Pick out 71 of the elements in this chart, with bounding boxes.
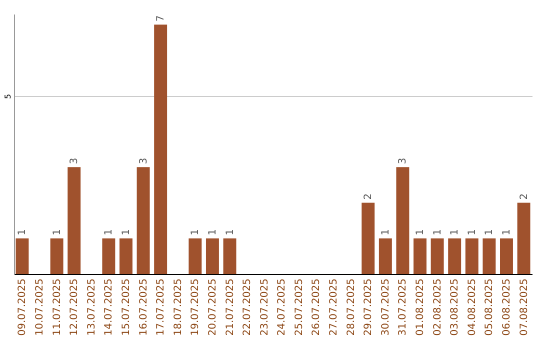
data-label: 1 <box>501 229 512 236</box>
x-tick-label: 10.07.2025 <box>34 278 46 336</box>
bar <box>206 238 219 274</box>
bar <box>136 167 150 274</box>
bar <box>517 202 530 274</box>
bar <box>465 238 478 274</box>
x-tick-label: 12.07.2025 <box>69 278 80 336</box>
data-label: 1 <box>450 229 461 236</box>
data-label: 1 <box>432 229 444 236</box>
bar <box>414 238 426 274</box>
x-tick-label: 13.07.2025 <box>86 278 98 336</box>
bar <box>448 238 462 274</box>
data-label: 3 <box>398 158 409 164</box>
data-label: 1 <box>224 229 236 236</box>
data-label: 2 <box>518 193 530 200</box>
x-tick-label: 18.07.2025 <box>172 278 184 336</box>
x-tick-label: 01.08.2025 <box>415 278 426 336</box>
data-label: 2 <box>363 193 374 200</box>
bar <box>223 238 236 274</box>
data-label: 7 <box>156 15 167 22</box>
bar <box>50 238 64 274</box>
x-tick-label: 20.07.2025 <box>207 278 218 336</box>
x-tick-label: 28.07.2025 <box>346 278 357 336</box>
data-label: 1 <box>190 229 202 236</box>
data-label: 3 <box>69 158 80 164</box>
x-tick-label: 14.07.2025 <box>104 278 115 336</box>
x-tick-label: 25.07.2025 <box>294 278 305 336</box>
bar <box>16 238 29 274</box>
x-tick-label: 31.07.2025 <box>398 278 409 336</box>
x-tick-label: 30.07.2025 <box>380 278 392 336</box>
data-label: 1 <box>484 229 496 236</box>
bar <box>68 167 81 274</box>
data-label: 3 <box>138 158 150 164</box>
bar <box>430 238 444 274</box>
bar <box>396 167 410 274</box>
x-tick-label: 27.07.2025 <box>328 278 340 336</box>
y-tick-label: 5 <box>4 94 12 99</box>
data-label: 1 <box>415 229 426 236</box>
x-tick-label: 11.07.2025 <box>52 278 63 336</box>
x-tick-label: 29.07.2025 <box>363 278 374 336</box>
data-label: 1 <box>120 229 132 236</box>
x-tick-label: 15.07.2025 <box>120 278 132 336</box>
x-tick-label: 05.08.2025 <box>484 278 496 336</box>
bar <box>154 24 168 274</box>
bar <box>120 238 132 274</box>
data-label: 1 <box>17 229 28 236</box>
x-tick-label: 03.08.2025 <box>450 278 461 336</box>
bar <box>500 238 513 274</box>
data-label: 1 <box>380 229 392 236</box>
x-tick-label: 02.08.2025 <box>432 278 444 336</box>
bar <box>188 238 202 274</box>
x-tick-label: 21.07.2025 <box>224 278 236 336</box>
bar <box>378 238 392 274</box>
x-tick-label: 16.07.2025 <box>138 278 150 336</box>
x-tick-label: 07.08.2025 <box>518 278 530 336</box>
bar <box>102 238 116 274</box>
x-tick-label: 09.07.2025 <box>17 278 28 336</box>
x-tick-label: 26.07.2025 <box>311 278 322 336</box>
data-label: 1 <box>52 229 63 236</box>
bar <box>362 202 375 274</box>
x-tick-label: 24.07.2025 <box>276 278 288 336</box>
x-tick-label: 06.08.2025 <box>501 278 512 336</box>
data-label: 1 <box>104 229 115 236</box>
x-tick-label: 04.08.2025 <box>466 278 478 336</box>
x-tick-label: 23.07.2025 <box>259 278 270 336</box>
data-label: 1 <box>207 229 218 236</box>
x-tick-label: 17.07.2025 <box>156 278 167 336</box>
data-label: 1 <box>466 229 478 236</box>
x-tick-label: 19.07.2025 <box>190 278 202 336</box>
x-tick-label: 22.07.2025 <box>242 278 254 336</box>
bar <box>482 238 496 274</box>
